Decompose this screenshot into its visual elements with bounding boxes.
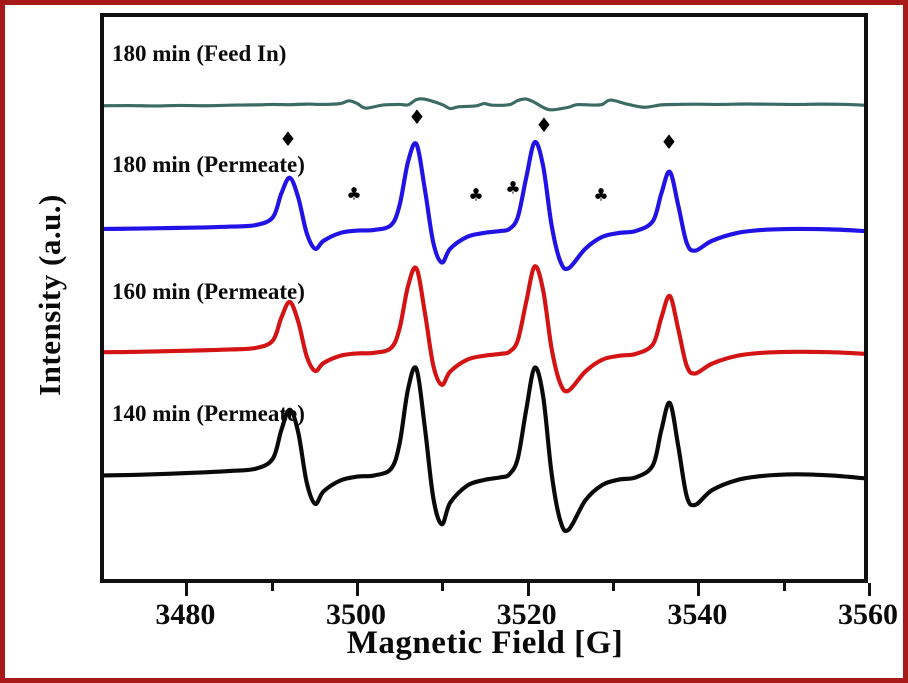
club-marker-icon: ♣ bbox=[593, 185, 609, 206]
diamond-marker-icon: ♦ bbox=[279, 127, 297, 151]
club-marker-icon: ♣ bbox=[468, 185, 484, 206]
x-axis-tick-label: 3480 bbox=[155, 598, 216, 631]
spectrum-trace bbox=[104, 140, 864, 272]
x-axis-tick-label: 3560 bbox=[838, 598, 898, 631]
x-axis-major-tick bbox=[185, 583, 189, 596]
x-axis-tick-label: 3540 bbox=[667, 598, 728, 631]
x-axis-minor-tick bbox=[270, 583, 274, 591]
series-label: 160 min (Permeate) bbox=[112, 279, 305, 304]
diamond-marker-icon: ♦ bbox=[535, 113, 553, 137]
spectrum-trace bbox=[104, 264, 864, 394]
x-axis-title: Magnetic Field [G] bbox=[346, 625, 624, 661]
plot-area: 180 min (Feed In) 180 min (Permeate) 160 m… bbox=[100, 13, 868, 583]
series-label: 140 min (Permeate) bbox=[112, 401, 305, 426]
x-axis-major-tick bbox=[697, 583, 701, 596]
x-axis-minor-tick bbox=[612, 583, 615, 591]
club-marker-icon: ♣ bbox=[346, 184, 362, 205]
x-axis-major-tick bbox=[356, 583, 359, 596]
x-axis-major-tick bbox=[868, 583, 871, 596]
x-axis-tick-label: 3520 bbox=[496, 598, 557, 631]
club-marker-icon: ♣ bbox=[505, 178, 521, 199]
diamond-marker-icon: ♦ bbox=[408, 105, 426, 129]
spectrum-trace bbox=[104, 365, 864, 534]
x-axis-major-tick bbox=[526, 583, 530, 596]
y-axis-title: Intensity (a.u.) bbox=[5, 5, 95, 585]
spectrum-trace bbox=[104, 97, 864, 112]
x-axis-minor-tick bbox=[782, 583, 786, 591]
series-label: 180 min (Permeate) bbox=[112, 152, 305, 177]
diamond-marker-icon: ♦ bbox=[660, 130, 678, 154]
x-axis-tick-label: 3500 bbox=[326, 598, 386, 631]
x-axis-minor-tick bbox=[441, 583, 445, 591]
y-axis-title-text: Intensity (a.u.) bbox=[32, 194, 68, 396]
series-label: 180 min (Feed In) bbox=[112, 41, 287, 66]
spectra-canvas bbox=[104, 97, 864, 534]
